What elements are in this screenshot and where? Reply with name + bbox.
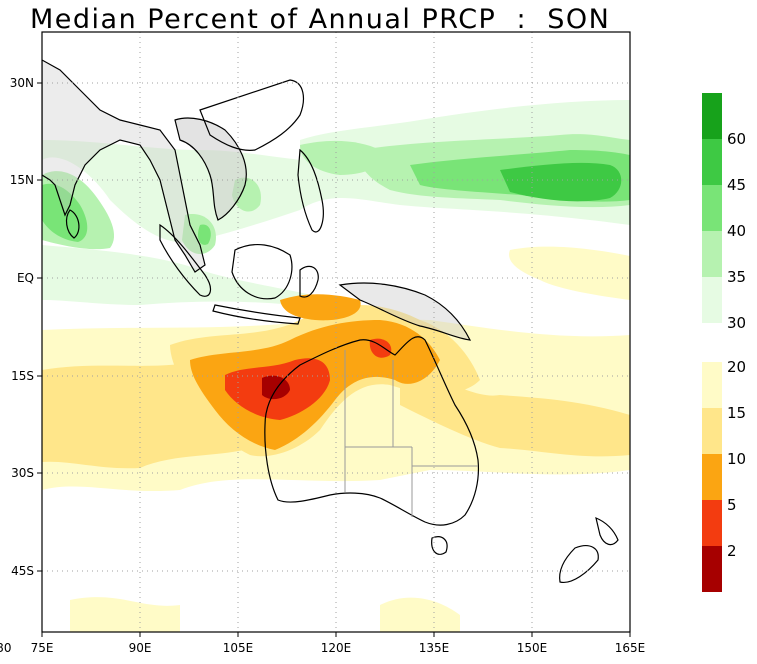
lon-label-150e: 150E [517, 641, 548, 655]
colorbar-label-10: 10 [727, 450, 746, 468]
lat-tick-labels: 30N 15N EQ 15S 30S 45S [10, 76, 34, 578]
lon-label-105e: 105E [223, 641, 254, 655]
lat-ticks [37, 82, 42, 572]
lon-label-135e: 135E [419, 641, 450, 655]
lon-label-180: 180 [0, 641, 11, 655]
northern-wet-bands [42, 100, 630, 308]
lon-tick-labels: 75E 90E 105E 120E 135E 150E 165E 180 [0, 641, 645, 655]
colorbar-swatch-lower-0 [702, 362, 722, 408]
colorbar-label-30: 30 [727, 314, 746, 332]
philippines-coastline [297, 148, 324, 233]
lat-label-15n: 15N [10, 173, 34, 187]
state-borders [344, 350, 478, 517]
colorbar-swatch-upper-3 [702, 231, 722, 277]
colorbar-label-40: 40 [727, 222, 746, 240]
colorbar-label-60: 60 [727, 130, 746, 148]
colorbar-swatch-upper-4 [702, 277, 722, 323]
colorbar-swatch-lower-4 [702, 546, 722, 592]
colorbar-swatch-upper-2 [702, 185, 722, 231]
lon-ticks [41, 632, 631, 637]
lat-label-45s: 45S [11, 564, 34, 578]
tasmania-coastline [431, 536, 448, 555]
new-guinea-coastline [338, 282, 472, 341]
colorbar-swatch-lower-3 [702, 500, 722, 546]
map-title: Median Percent of Annual PRCP : SON [30, 4, 611, 35]
colorbar-swatch-upper-1 [702, 139, 722, 185]
colorbar-label-45: 45 [727, 176, 746, 194]
lat-lon-grid [42, 32, 630, 632]
new-zealand-south-coastline [559, 545, 599, 584]
china-coastline [199, 79, 305, 151]
indochina-coastline [174, 117, 247, 221]
lon-label-90e: 90E [129, 641, 152, 655]
lon-label-75e: 75E [31, 641, 54, 655]
asia-coastline [42, 59, 206, 273]
colorbar-swatch-upper-0 [702, 93, 722, 139]
colorbar-label-2: 2 [727, 542, 737, 560]
java-coastline [212, 304, 301, 325]
australia-dry-core [170, 294, 480, 457]
colorbar-label-5: 5 [727, 496, 737, 514]
lat-label-15s: 15S [11, 369, 34, 383]
map-plot-area [42, 32, 630, 632]
lat-label-eq: EQ [17, 271, 34, 285]
colorbar-label-15: 15 [727, 404, 746, 422]
lon-label-165e: 165E [615, 641, 646, 655]
colorbar-label-20: 20 [727, 358, 746, 376]
colorbar-swatch-lower-2 [702, 454, 722, 500]
colorbar: 60 45 40 35 30 20 15 10 5 2 [702, 93, 746, 592]
sri-lanka-coastline [65, 209, 80, 239]
lat-label-30n: 30N [10, 76, 34, 90]
colorbar-label-35: 35 [727, 268, 746, 286]
colorbar-swatch-lower-1 [702, 408, 722, 454]
lon-label-120e: 120E [321, 641, 352, 655]
land-outlines [42, 59, 619, 584]
sulawesi-coastline [299, 265, 319, 298]
borneo-coastline [231, 243, 293, 300]
australia-coastline [264, 336, 480, 526]
sumatra-coastline [159, 223, 212, 297]
new-zealand-north-coastline [595, 517, 619, 546]
lat-label-30s: 30S [11, 466, 34, 480]
